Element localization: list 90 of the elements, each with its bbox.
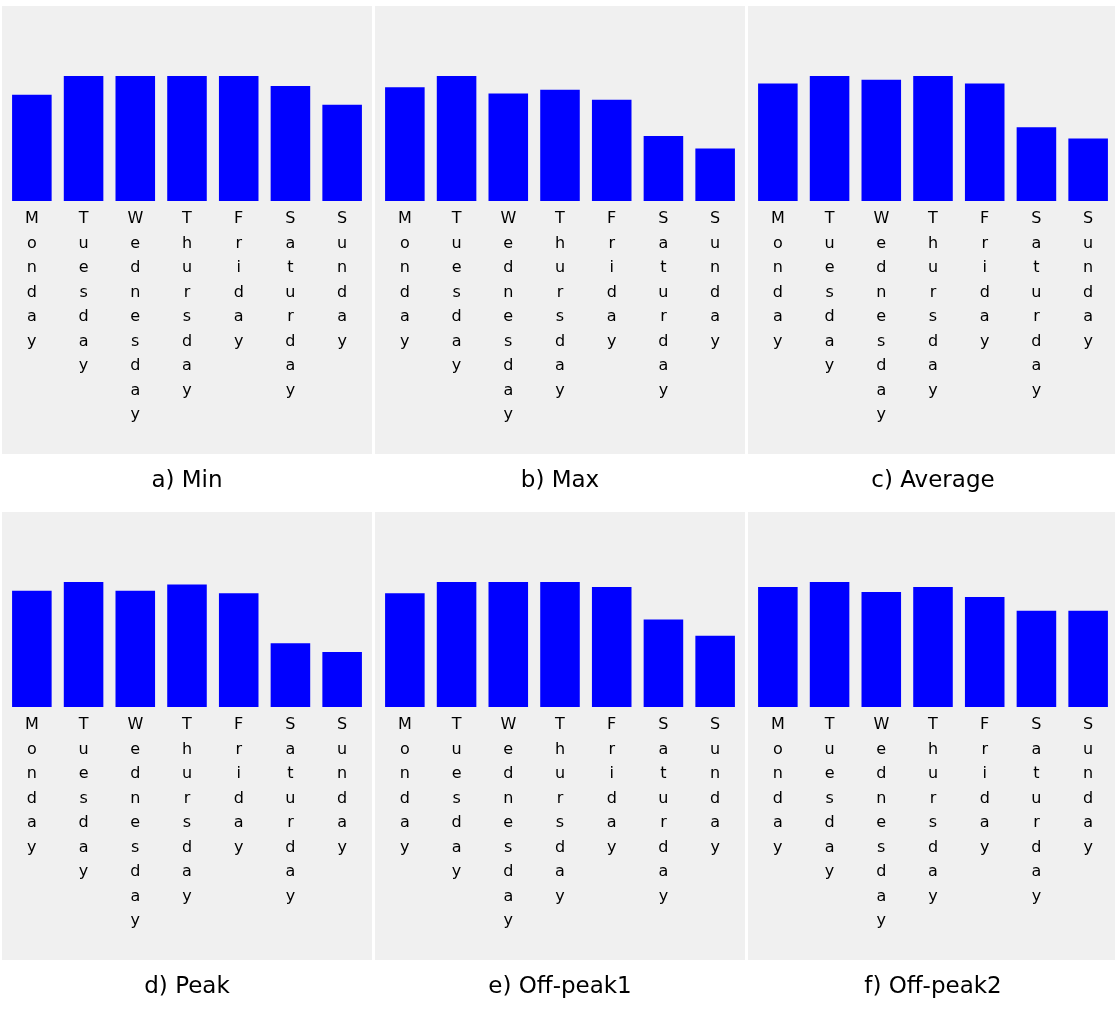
bar: [218, 593, 259, 707]
x-tick-label: Saturday: [658, 714, 669, 905]
bar: [12, 590, 52, 707]
bar: [861, 592, 902, 707]
x-tick-label: Thursday: [181, 208, 193, 399]
x-tick-label: Tuesday: [77, 208, 89, 375]
bar: [270, 86, 311, 201]
bar: [167, 584, 207, 707]
x-tick-label: Sunday: [710, 714, 721, 856]
bar: [1016, 127, 1057, 201]
x-tick-label: Friday: [606, 208, 617, 350]
bar: [695, 148, 735, 201]
x-tick-label: Monday: [24, 208, 39, 350]
text: b) Max: [519, 465, 601, 494]
bar: [322, 104, 362, 201]
x-tick-label: Thursday: [554, 714, 566, 905]
bar: [1068, 610, 1108, 707]
bar: [540, 89, 580, 201]
bar: [964, 83, 1005, 201]
x-tick-label: Saturday: [285, 714, 296, 905]
x-tick-label: Saturday: [1031, 208, 1042, 399]
x-tick-label: Monday: [397, 208, 412, 350]
bar: [643, 136, 684, 201]
bar: [322, 652, 362, 707]
bar: [809, 582, 850, 707]
x-tick-label: Sunday: [1083, 208, 1094, 350]
bar: [488, 582, 529, 707]
bar: [809, 76, 850, 201]
bar: [12, 94, 52, 201]
text: e) Off-peak1: [487, 971, 633, 1000]
category-label: Wednesday: [873, 714, 890, 930]
bar: [591, 99, 632, 201]
x-tick-label: Monday: [770, 714, 785, 856]
x-tick-label: Thursday: [927, 208, 939, 399]
x-tick-label: Tuesday: [823, 714, 835, 881]
bar: [1016, 610, 1057, 707]
bar: [591, 587, 632, 707]
category-label: Wednesday: [500, 714, 517, 930]
x-tick-label: Sunday: [337, 208, 348, 350]
x-tick-label: Tuesday: [823, 208, 835, 375]
text: a) Min: [150, 465, 224, 494]
x-tick-label: Monday: [24, 714, 39, 856]
bar: [540, 582, 580, 707]
text: d) Peak: [143, 971, 231, 1000]
bar: [758, 587, 798, 707]
x-tick-label: Friday: [979, 714, 990, 856]
bar: [218, 76, 259, 201]
x-tick-label: Monday: [770, 208, 785, 350]
bar: [861, 79, 902, 201]
bar: [758, 83, 798, 201]
category-label: Wednesday: [127, 208, 144, 424]
bar: [1068, 138, 1108, 201]
bar: [385, 87, 425, 201]
x-tick-label: Friday: [979, 208, 990, 350]
x-tick-label: Saturday: [285, 208, 296, 399]
x-tick-label: Sunday: [1083, 714, 1094, 856]
text: f) Off-peak2: [863, 971, 1003, 1000]
bar: [436, 582, 477, 707]
bar: [115, 590, 156, 707]
bar: [695, 635, 735, 707]
x-tick-label: Thursday: [927, 714, 939, 905]
bar: [488, 93, 529, 201]
x-tick-label: Friday: [233, 714, 244, 856]
bar: [643, 619, 684, 707]
x-tick-label: Saturday: [658, 208, 669, 399]
x-tick-label: Tuesday: [450, 714, 462, 881]
bar: [115, 76, 156, 201]
x-tick-label: Tuesday: [77, 714, 89, 881]
x-tick-label: Thursday: [181, 714, 193, 905]
bar: [913, 587, 953, 707]
bar: [913, 76, 953, 201]
bar: [63, 582, 104, 707]
bar: [436, 76, 477, 201]
x-tick-label: Saturday: [1031, 714, 1042, 905]
bar: [270, 643, 311, 707]
category-label: Wednesday: [127, 714, 144, 930]
x-tick-label: Tuesday: [450, 208, 462, 375]
x-tick-label: Sunday: [710, 208, 721, 350]
bar: [964, 597, 1005, 707]
category-label: Wednesday: [500, 208, 517, 424]
category-label: Wednesday: [873, 208, 890, 424]
bar: [167, 76, 207, 201]
text: c) Average: [870, 465, 996, 494]
bar: [385, 593, 425, 707]
x-tick-label: Friday: [233, 208, 244, 350]
x-tick-label: Sunday: [337, 714, 348, 856]
x-tick-label: Monday: [397, 714, 412, 856]
x-tick-label: Friday: [606, 714, 617, 856]
x-tick-label: Thursday: [554, 208, 566, 399]
bar: [63, 76, 104, 201]
